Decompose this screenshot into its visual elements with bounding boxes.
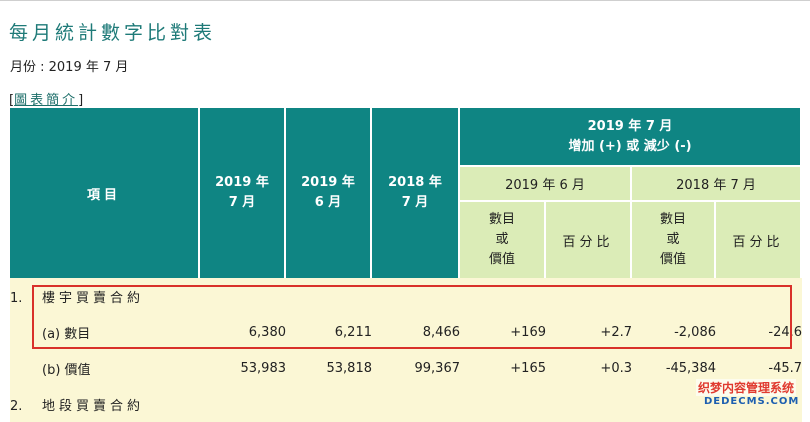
cell: -2,086 <box>632 314 716 350</box>
percent-header-a: 百分比 <box>546 200 632 278</box>
cell: 53,818 <box>286 350 372 386</box>
amount-header-a: 數目或價值 <box>460 200 546 278</box>
percent-header-b: 百分比 <box>716 200 803 278</box>
cell <box>200 386 286 422</box>
cell <box>286 278 372 314</box>
watermark-text: 织梦内容管理系统 <box>696 379 797 396</box>
cell <box>460 278 546 314</box>
row-label: (a) 數目 <box>10 314 200 350</box>
compare-2019-06-header: 2019 年 6 月 <box>460 165 632 200</box>
cell: 6,211 <box>286 314 372 350</box>
bracket-open: [ <box>9 93 15 108</box>
row-label: 2. 地段買賣合約 <box>10 386 200 422</box>
cell <box>716 278 803 314</box>
cell: +165 <box>460 350 546 386</box>
cell: -24.6 <box>716 314 803 350</box>
table-row: 2. 地段買賣合約 <box>10 386 803 422</box>
cell <box>286 386 372 422</box>
cell: 99,367 <box>372 350 460 386</box>
cell <box>372 386 460 422</box>
intro-link[interactable]: 圖表簡介 <box>14 93 79 108</box>
bracket-close: ] <box>78 93 84 108</box>
row-label: 1. 樓宇買賣合約 <box>10 278 200 314</box>
cell <box>632 278 716 314</box>
amount-header-b: 數目或價值 <box>632 200 716 278</box>
cell: 53,983 <box>200 350 286 386</box>
cell <box>460 386 546 422</box>
row-label: (b) 價值 <box>10 350 200 386</box>
cell <box>372 278 460 314</box>
cell: +0.3 <box>546 350 632 386</box>
page-title: 每月統計數字比對表 <box>9 22 217 44</box>
cell <box>200 278 286 314</box>
top-divider <box>0 0 810 1</box>
cell: 8,466 <box>372 314 460 350</box>
table-row: (b) 價值 53,983 53,818 99,367 +165 +0.3 -4… <box>10 350 803 386</box>
cell: 6,380 <box>200 314 286 350</box>
table-row: (a) 數目 6,380 6,211 8,466 +169 +2.7 -2,08… <box>10 314 803 350</box>
cell: +2.7 <box>546 314 632 350</box>
cell <box>546 278 632 314</box>
change-header: 2019 年 7 月增加 (+) 或 減少 (-) <box>460 108 803 165</box>
intro-link-wrapper: [圖表簡介] <box>9 89 83 108</box>
month-label: 月份 : 2019 年 7 月 <box>10 60 129 75</box>
cell <box>546 386 632 422</box>
cell: +169 <box>460 314 546 350</box>
watermark-url: DEDECMS.COM <box>704 396 800 407</box>
item-header: 項目 <box>10 108 200 278</box>
table-row: 1. 樓宇買賣合約 <box>10 278 803 314</box>
compare-2018-07-header: 2018 年 7 月 <box>632 165 803 200</box>
